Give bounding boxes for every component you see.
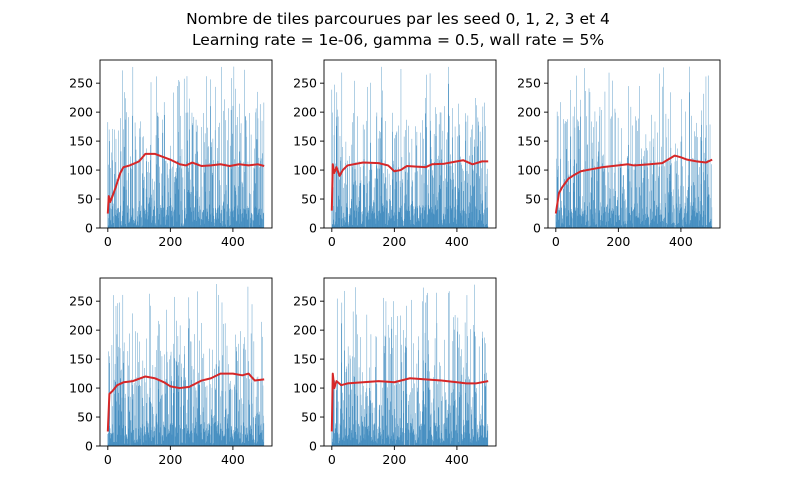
y-tick-label: 200: [293, 323, 317, 338]
bars-seed-3: [107, 284, 265, 446]
y-tick-label: 0: [85, 439, 93, 454]
x-tick-label: 200: [382, 234, 406, 249]
x-tick-label: 0: [552, 234, 560, 249]
axes-frame-seed-0: [99, 59, 273, 229]
y-tick-label: 200: [517, 105, 541, 120]
y-tick-label: 250: [69, 76, 93, 91]
moving-average-line-seed-3: [106, 372, 265, 432]
x-tick-label: 200: [158, 234, 182, 249]
x-tick-label: 0: [104, 234, 112, 249]
figure-title-line-2: Learning rate = 1e-06, gamma = 0.5, wall…: [192, 31, 604, 49]
moving-average-line-seed-0: [106, 152, 265, 214]
moving-average-line-seed-4: [330, 372, 489, 432]
y-tick-label: 150: [517, 134, 541, 149]
x-tick-label: 0: [328, 234, 336, 249]
x-tick-label: 0: [328, 452, 336, 467]
y-tick-label: 150: [69, 134, 93, 149]
bars-seed-2: [555, 66, 713, 229]
axes-frame-seed-4: [323, 277, 497, 447]
y-tick-label: 150: [69, 352, 93, 367]
moving-average-line-seed-1: [330, 159, 489, 211]
axes-frame-seed-1: [323, 59, 497, 229]
x-tick-label: 400: [221, 452, 245, 467]
y-tick-label: 50: [77, 192, 93, 207]
subplot-seed-1: 0 50 100 150 200 250 0 200 400: [293, 59, 497, 249]
y-tick-label: 50: [77, 410, 93, 425]
y-tick-label: 200: [293, 105, 317, 120]
x-tick-label: 400: [445, 234, 469, 249]
moving-average-line-seed-2: [554, 154, 713, 214]
x-tick-label: 400: [221, 234, 245, 249]
subplot-seed-3: 0 50 100 150 200 250 0 200 400: [69, 277, 273, 467]
y-tick-label: 250: [293, 294, 317, 309]
y-tick-label: 200: [69, 105, 93, 120]
y-tick-label: 100: [69, 381, 93, 396]
y-tick-label: 250: [69, 294, 93, 309]
subplot-seed-4: 0 50 100 150 200 250 0 200 400: [293, 277, 497, 467]
y-tick-label: 100: [69, 163, 93, 178]
bars-seed-4: [331, 284, 489, 446]
x-tick-label: 400: [445, 452, 469, 467]
bars-seed-1: [331, 66, 489, 229]
x-tick-label: 400: [669, 234, 693, 249]
y-tick-label: 250: [517, 76, 541, 91]
x-tick-label: 200: [382, 452, 406, 467]
y-tick-label: 150: [293, 134, 317, 149]
x-tick-label: 200: [606, 234, 630, 249]
y-tick-label: 0: [85, 221, 93, 236]
axes-frame-seed-2: [547, 59, 721, 229]
y-tick-label: 50: [301, 410, 317, 425]
y-tick-label: 100: [517, 163, 541, 178]
y-tick-label: 100: [293, 163, 317, 178]
subplot-seed-2: 0 50 100 150 200 250 0 200 400: [517, 59, 721, 249]
x-tick-label: 0: [104, 452, 112, 467]
y-tick-label: 50: [525, 192, 541, 207]
y-tick-label: 0: [309, 221, 317, 236]
axes-frame-seed-3: [99, 277, 273, 447]
y-tick-label: 250: [293, 76, 317, 91]
bars-seed-0: [107, 66, 265, 229]
y-tick-label: 100: [293, 381, 317, 396]
y-tick-label: 50: [301, 192, 317, 207]
figure-title-line-1: Nombre de tiles parcourues par les seed …: [186, 10, 610, 28]
y-tick-label: 0: [533, 221, 541, 236]
subplot-seed-0: 0 50 100 150 200 250 0 200 400: [69, 59, 273, 249]
x-tick-label: 200: [158, 452, 182, 467]
y-tick-label: 200: [69, 323, 93, 338]
y-tick-label: 0: [309, 439, 317, 454]
y-tick-label: 150: [293, 352, 317, 367]
